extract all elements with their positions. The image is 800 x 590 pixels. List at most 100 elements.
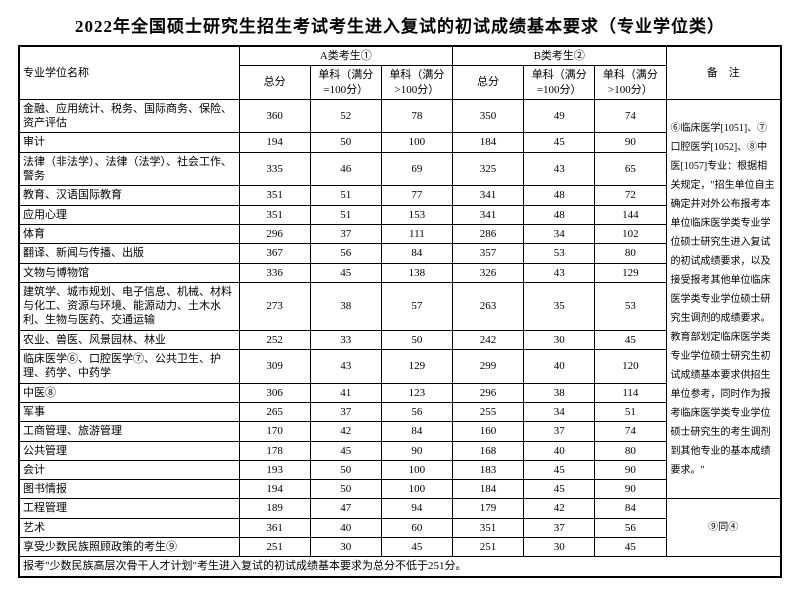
cell-value: 252 bbox=[239, 330, 310, 349]
header-a-s100: 单科（满分=100分） bbox=[310, 66, 381, 100]
cell-value: 42 bbox=[524, 499, 595, 518]
cell-name: 临床医学⑥、口腔医学⑦、公共卫生、护理、药学、中药学 bbox=[19, 350, 239, 384]
cell-value: 45 bbox=[595, 330, 666, 349]
cell-value: 84 bbox=[381, 244, 452, 263]
cell-value: 30 bbox=[524, 330, 595, 349]
cell-value: 34 bbox=[524, 224, 595, 243]
cell-value: 52 bbox=[310, 99, 381, 133]
cell-value: 100 bbox=[381, 460, 452, 479]
cell-value: 242 bbox=[452, 330, 523, 349]
cell-value: 49 bbox=[524, 99, 595, 133]
cell-value: 129 bbox=[595, 263, 666, 282]
cell-value: 351 bbox=[239, 186, 310, 205]
cell-value: 50 bbox=[310, 480, 381, 499]
cell-value: 45 bbox=[524, 480, 595, 499]
cell-value: 138 bbox=[381, 263, 452, 282]
cell-value: 326 bbox=[452, 263, 523, 282]
cell-name: 翻译、新闻与传播、出版 bbox=[19, 244, 239, 263]
cell-value: 35 bbox=[524, 282, 595, 330]
cell-name: 军事 bbox=[19, 402, 239, 421]
cell-name: 文物与博物馆 bbox=[19, 263, 239, 282]
cell-value: 265 bbox=[239, 402, 310, 421]
cell-value: 255 bbox=[452, 402, 523, 421]
cell-value: 90 bbox=[381, 441, 452, 460]
cell-value: 90 bbox=[595, 460, 666, 479]
cell-value: 341 bbox=[452, 186, 523, 205]
cell-value: 45 bbox=[524, 133, 595, 152]
cell-value: 41 bbox=[310, 383, 381, 402]
header-a-sgt100: 单科（满分>100分） bbox=[381, 66, 452, 100]
cell-value: 42 bbox=[310, 422, 381, 441]
remark-cell: ⑥临床医学[1051]、⑦口腔医学[1052]、⑧中医[1057]专业：根据相关… bbox=[666, 99, 781, 499]
cell-value: 47 bbox=[310, 499, 381, 518]
cell-value: 74 bbox=[595, 99, 666, 133]
cell-value: 251 bbox=[239, 538, 310, 557]
cell-value: 46 bbox=[310, 152, 381, 186]
cell-value: 341 bbox=[452, 205, 523, 224]
cell-value: 299 bbox=[452, 350, 523, 384]
cell-value: 178 bbox=[239, 441, 310, 460]
cell-value: 50 bbox=[310, 133, 381, 152]
cell-value: 50 bbox=[310, 460, 381, 479]
cell-value: 160 bbox=[452, 422, 523, 441]
cell-name: 建筑学、城市规划、电子信息、机械、材料与化工、资源与环境、能源动力、土木水利、生… bbox=[19, 282, 239, 330]
cell-value: 94 bbox=[381, 499, 452, 518]
cell-value: 189 bbox=[239, 499, 310, 518]
cell-name: 公共管理 bbox=[19, 441, 239, 460]
header-b-total: 总分 bbox=[452, 66, 523, 100]
cell-value: 100 bbox=[381, 133, 452, 152]
cell-value: 194 bbox=[239, 133, 310, 152]
cell-name: 工程管理 bbox=[19, 499, 239, 518]
header-b-sgt100: 单科（满分>100分） bbox=[595, 66, 666, 100]
cell-value: 179 bbox=[452, 499, 523, 518]
cell-value: 45 bbox=[524, 460, 595, 479]
cell-value: 350 bbox=[452, 99, 523, 133]
footnote-row: 报考"少数民族高层次骨干人才计划"考生进入复试的初试成绩基本要求为总分不低于25… bbox=[19, 557, 781, 577]
table-row: 工程管理18947941794284⑨同④ bbox=[19, 499, 781, 518]
cell-name: 法律（非法学）、法律（法学）、社会工作、警务 bbox=[19, 152, 239, 186]
cell-value: 84 bbox=[381, 422, 452, 441]
cell-name: 农业、兽医、风景园林、林业 bbox=[19, 330, 239, 349]
cell-value: 286 bbox=[452, 224, 523, 243]
cell-value: 367 bbox=[239, 244, 310, 263]
cell-value: 153 bbox=[381, 205, 452, 224]
cell-value: 37 bbox=[310, 402, 381, 421]
header-b-s100: 单科（满分=100分） bbox=[524, 66, 595, 100]
cell-value: 273 bbox=[239, 282, 310, 330]
cell-value: 40 bbox=[524, 441, 595, 460]
cell-name: 审计 bbox=[19, 133, 239, 152]
cell-value: 48 bbox=[524, 205, 595, 224]
cell-value: 114 bbox=[595, 383, 666, 402]
header-name: 专业学位名称 bbox=[19, 46, 239, 99]
cell-value: 296 bbox=[452, 383, 523, 402]
cell-value: 38 bbox=[524, 383, 595, 402]
page-title: 2022年全国硕士研究生招生考试考生进入复试的初试成绩基本要求（专业学位类） bbox=[18, 12, 782, 37]
cell-value: 357 bbox=[452, 244, 523, 263]
cell-value: 43 bbox=[310, 350, 381, 384]
header-group-b: B类考生② bbox=[452, 46, 666, 66]
cell-value: 80 bbox=[595, 441, 666, 460]
cell-value: 335 bbox=[239, 152, 310, 186]
cell-name: 体育 bbox=[19, 224, 239, 243]
cell-value: 325 bbox=[452, 152, 523, 186]
cell-name: 中医⑧ bbox=[19, 383, 239, 402]
table-row: 金融、应用统计、税务、国际商务、保险、资产评估36052783504974⑥临床… bbox=[19, 99, 781, 133]
cell-value: 69 bbox=[381, 152, 452, 186]
cell-value: 74 bbox=[595, 422, 666, 441]
cell-value: 194 bbox=[239, 480, 310, 499]
cell-value: 45 bbox=[595, 538, 666, 557]
cell-name: 会计 bbox=[19, 460, 239, 479]
cell-value: 38 bbox=[310, 282, 381, 330]
cell-value: 296 bbox=[239, 224, 310, 243]
cell-value: 43 bbox=[524, 263, 595, 282]
cell-value: 170 bbox=[239, 422, 310, 441]
cell-value: 168 bbox=[452, 441, 523, 460]
cell-value: 51 bbox=[310, 186, 381, 205]
cell-value: 90 bbox=[595, 480, 666, 499]
cell-value: 129 bbox=[381, 350, 452, 384]
cell-value: 306 bbox=[239, 383, 310, 402]
cell-name: 金融、应用统计、税务、国际商务、保险、资产评估 bbox=[19, 99, 239, 133]
cell-value: 37 bbox=[310, 224, 381, 243]
cell-value: 56 bbox=[381, 402, 452, 421]
cell-value: 30 bbox=[310, 538, 381, 557]
